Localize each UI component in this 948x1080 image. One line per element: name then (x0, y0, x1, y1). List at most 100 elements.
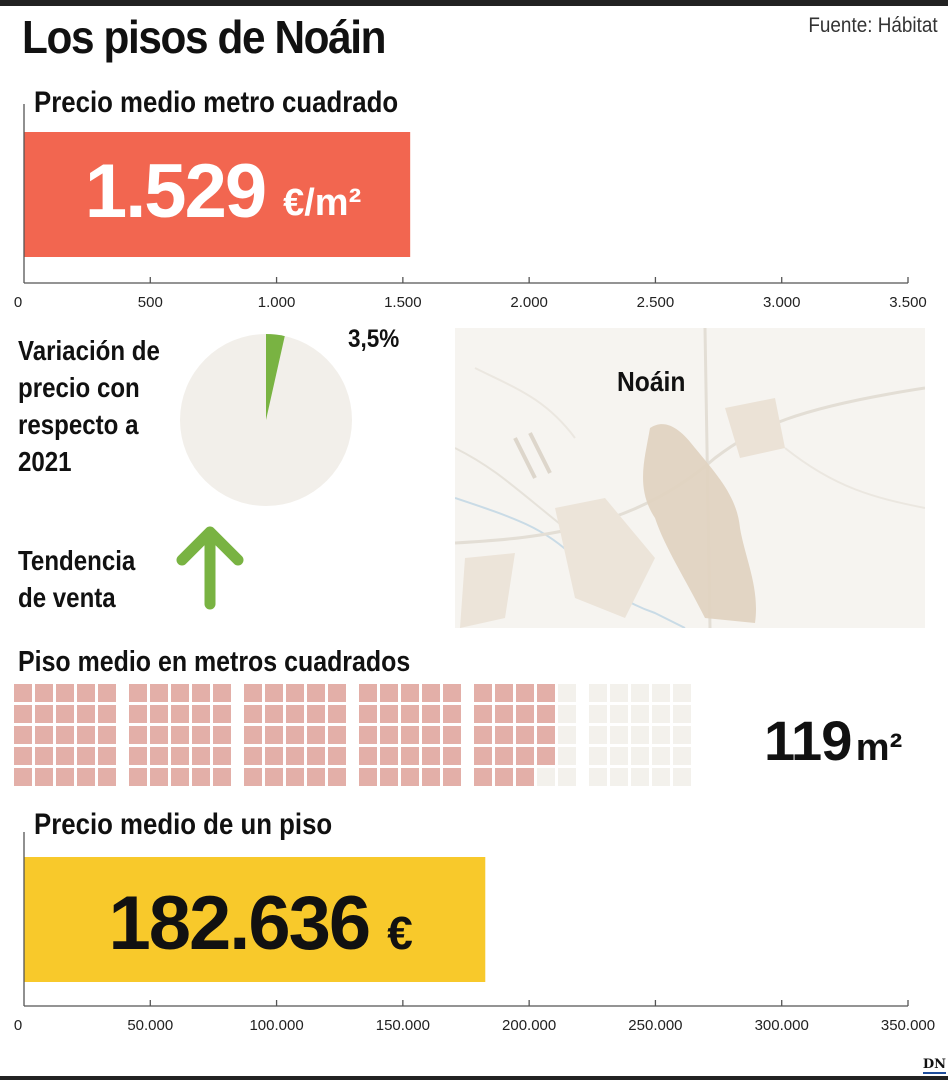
price-total-value: 182.636 (108, 881, 369, 966)
waffle-cell (631, 768, 649, 786)
waffle-cell (213, 768, 231, 786)
waffle-cell (307, 705, 325, 723)
waffle-cell (192, 768, 210, 786)
waffle-cell (610, 747, 628, 765)
variation-label-line: precio con (18, 372, 140, 403)
waffle-cell (401, 726, 419, 744)
variation-label: Variación de precio con respecto a 2021 (18, 332, 160, 480)
waffle-cell (328, 768, 346, 786)
waffle-cell (474, 726, 492, 744)
waffle-cell (14, 684, 32, 702)
waffle-cell (171, 726, 189, 744)
waffle-cell (516, 747, 534, 765)
x-tick-label: 2.500 (637, 294, 675, 311)
waffle-cell (286, 768, 304, 786)
bottom-rule (0, 1076, 948, 1080)
x-tick-label: 2.000 (510, 294, 548, 311)
waffle-cell (380, 705, 398, 723)
variation-pie-chart (180, 334, 352, 506)
waffle-cell (652, 684, 670, 702)
waffle-cell (631, 684, 649, 702)
waffle-cell (77, 705, 95, 723)
waffle-cell (401, 684, 419, 702)
trend-label: Tendencia de venta (18, 542, 135, 616)
waffle-chart (14, 684, 691, 786)
x-tick-label: 1.000 (258, 294, 296, 311)
waffle-cell (286, 705, 304, 723)
waffle-cell (98, 705, 116, 723)
price-m2-bar (24, 132, 411, 257)
waffle-cell (286, 684, 304, 702)
variation-label-line: Variación de (18, 335, 160, 366)
waffle-cell (537, 705, 555, 723)
waffle-cell (265, 684, 283, 702)
waffle-cell (77, 726, 95, 744)
waffle-cell (77, 684, 95, 702)
waffle-cell (129, 747, 147, 765)
waffle-cell (328, 705, 346, 723)
waffle-cell (422, 705, 440, 723)
x-tick-label: 500 (138, 294, 163, 311)
waffle-cell (265, 705, 283, 723)
x-tick-label: 300.000 (755, 1017, 809, 1034)
waffle-cell (150, 747, 168, 765)
waffle-cell (192, 747, 210, 765)
x-tick-label: 100.000 (249, 1017, 303, 1034)
waffle-cell (56, 768, 74, 786)
waffle-cell (35, 768, 53, 786)
waffle-cell (244, 705, 262, 723)
waffle-cell (537, 768, 555, 786)
waffle-cell (129, 768, 147, 786)
waffle-cell (150, 684, 168, 702)
waffle-cell (150, 768, 168, 786)
waffle-cell (652, 705, 670, 723)
waffle-cell (150, 705, 168, 723)
waffle-cell (401, 705, 419, 723)
waffle-cell (213, 684, 231, 702)
waffle-cell (244, 726, 262, 744)
waffle-cell (652, 726, 670, 744)
waffle-cell (328, 684, 346, 702)
waffle-cell (98, 747, 116, 765)
waffle-label: Piso medio en metros cuadrados (18, 646, 411, 678)
x-tick-label: 1.500 (384, 294, 422, 311)
waffle-cell (359, 684, 377, 702)
waffle-cell (401, 768, 419, 786)
waffle-cell (495, 726, 513, 744)
top-rule (0, 0, 948, 6)
waffle-cell (171, 768, 189, 786)
waffle-cell (610, 705, 628, 723)
waffle-cell (474, 705, 492, 723)
waffle-value-number: 119 (764, 709, 852, 772)
waffle-cell (443, 747, 461, 765)
waffle-cell (516, 705, 534, 723)
waffle-cell (673, 747, 691, 765)
waffle-cell (307, 768, 325, 786)
waffle-cell (422, 768, 440, 786)
waffle-cell (359, 768, 377, 786)
waffle-cell (610, 726, 628, 744)
waffle-cell (244, 768, 262, 786)
waffle-cell (443, 684, 461, 702)
waffle-cell (213, 705, 231, 723)
pie-slice-variation (266, 334, 285, 420)
waffle-cell (213, 726, 231, 744)
waffle-value: 119 m² (764, 708, 902, 773)
price-m2-unit: €/m² (283, 182, 361, 224)
waffle-cell (244, 684, 262, 702)
waffle-cell (631, 705, 649, 723)
waffle-cell (673, 684, 691, 702)
waffle-cell (495, 705, 513, 723)
waffle-cell (589, 726, 607, 744)
waffle-cell (307, 684, 325, 702)
waffle-cell (14, 705, 32, 723)
waffle-cell (192, 726, 210, 744)
waffle-cell (652, 768, 670, 786)
waffle-cell (474, 768, 492, 786)
waffle-cell (631, 726, 649, 744)
waffle-cell (516, 726, 534, 744)
waffle-cell (98, 684, 116, 702)
waffle-cell (35, 726, 53, 744)
waffle-cell (150, 726, 168, 744)
waffle-cell (171, 684, 189, 702)
